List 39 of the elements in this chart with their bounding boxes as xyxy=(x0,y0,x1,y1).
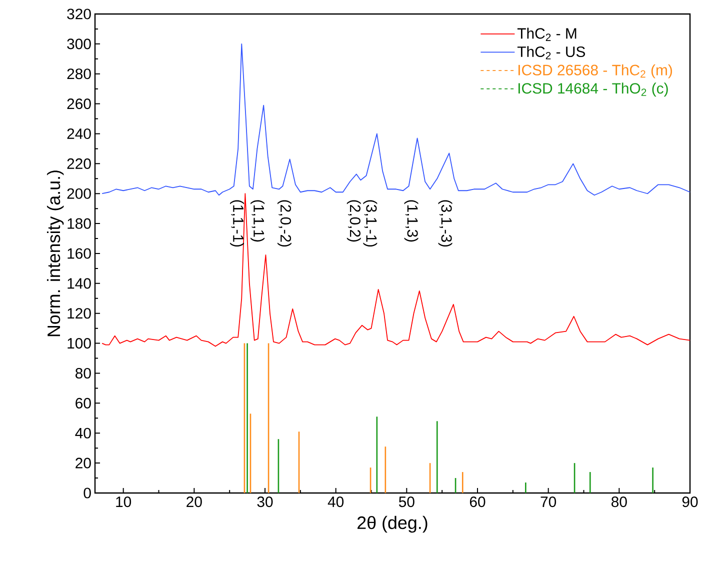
y-tick-label: 20 xyxy=(76,458,91,468)
y-tick-label: 0 xyxy=(84,488,91,498)
annotation: (3,1,-3) xyxy=(438,200,452,247)
x-tick-label: 50 xyxy=(398,496,414,508)
y-tick-label: 40 xyxy=(75,428,91,438)
x-tick-label: 30 xyxy=(257,496,273,508)
x-tick-label: 70 xyxy=(540,496,556,508)
y-tick-label: 320 xyxy=(67,8,91,20)
y-tick-label: 200 xyxy=(67,188,91,199)
y-tick-label: 140 xyxy=(68,278,91,289)
annotation: (2,0,-2) xyxy=(278,200,292,247)
legend-label: ThC$_{2}$ - US xyxy=(517,46,586,60)
annotation: (2,0,2) xyxy=(346,200,361,242)
y-axis-title: Norm. intensity (a.u.) xyxy=(46,170,64,336)
legend-label: ICSD 14684 - ThO$_{2}$ (c) xyxy=(518,82,668,97)
x-tick-label: 40 xyxy=(328,496,344,508)
x-tick-label: 60 xyxy=(470,496,486,508)
y-tick-label: 100 xyxy=(68,338,91,349)
annotation: (3,1,-1) xyxy=(363,200,378,247)
y-tick-label: 80 xyxy=(76,368,91,379)
x-axis-title: 2θ (deg.) xyxy=(358,516,428,533)
x-tick-label: 80 xyxy=(612,496,627,508)
annotation: (1,1,-1) xyxy=(230,200,244,247)
legend-label: ThC$_{2}$ - M xyxy=(517,28,576,41)
x-tick-label: 20 xyxy=(186,496,202,508)
y-tick-label: 260 xyxy=(67,98,91,110)
y-tick-label: 60 xyxy=(76,398,91,408)
legend-label: ICSD 26568 - ThC$_{2}$ (m) xyxy=(518,64,672,78)
y-tick-label: 120 xyxy=(68,308,91,319)
y-tick-label: 160 xyxy=(68,248,91,259)
annotation: (1,1,3) xyxy=(404,200,418,242)
y-tick-label: 180 xyxy=(68,218,91,229)
x-tick-label: 10 xyxy=(116,496,132,508)
y-tick-label: 300 xyxy=(67,38,91,50)
y-tick-label: 220 xyxy=(67,158,91,169)
annotation: (1,1,1) xyxy=(250,200,265,242)
x-tick-label: 90 xyxy=(682,496,698,508)
y-tick-label: 240 xyxy=(67,128,91,140)
y-tick-label: 280 xyxy=(67,68,91,80)
